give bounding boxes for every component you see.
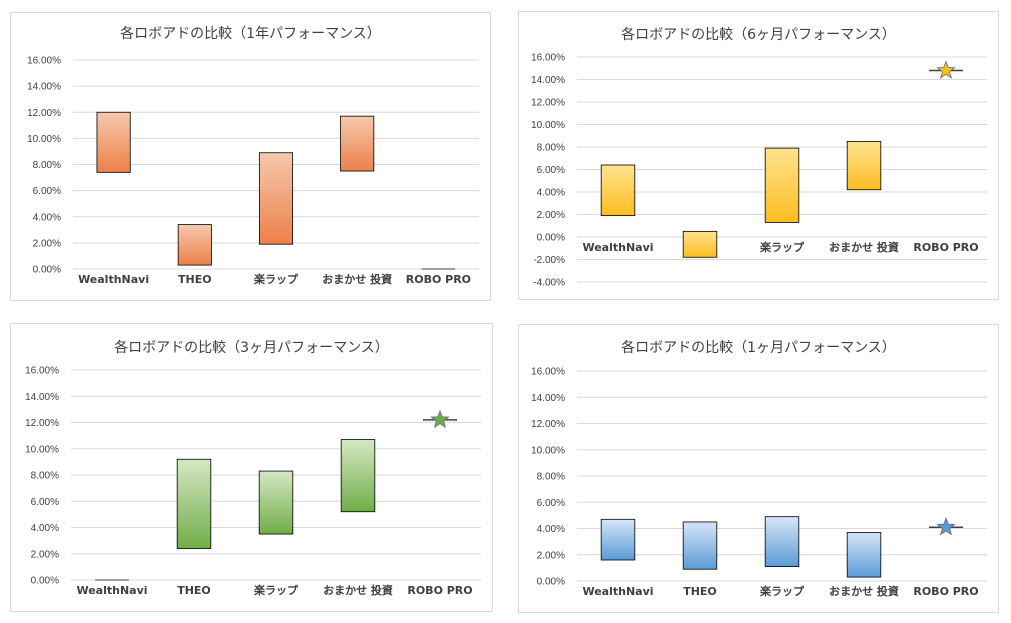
chart-panel-1-year: 各ロボアドの比較（1年パフォーマンス） 0.00% 2.00% 4.00% 6.00% 8… [10, 12, 491, 301]
category-label: おまかせ 投資 [323, 583, 393, 597]
y-tick-label: 12.00% [531, 419, 565, 430]
chart-svg: 各ロボアドの比較（6ヶ月パフォーマンス） -4.00% -2.00% 0.00% 2.0… [531, 27, 987, 289]
star-marker [936, 517, 956, 536]
y-tick-label: 14.00% [25, 392, 59, 403]
category-label: 楽ラップ [759, 584, 805, 598]
y-tick-label: 2.00% [33, 238, 61, 249]
category-label: 楽ラップ [759, 240, 805, 254]
y-tick-label: 4.00% [537, 524, 565, 535]
category-label: ROBO PRO [407, 584, 472, 597]
range-bar [764, 147, 800, 223]
y-tick-label: 16.00% [531, 367, 565, 378]
chart-svg: 各ロボアドの比較（1ヶ月パフォーマンス） 0.00% 2.00% 4.00% 6.00%… [531, 340, 987, 598]
y-tick-label: 16.00% [531, 53, 565, 64]
category-label: WealthNavi [78, 273, 149, 286]
chart-title: 各ロボアドの比較（1年パフォーマンス） [120, 26, 381, 42]
range-bar [682, 521, 718, 570]
chart-title: 各ロボアドの比較（3ヶ月パフォーマンス） [114, 340, 389, 356]
range-bar [764, 516, 800, 567]
y-tick-label: 10.00% [531, 445, 565, 456]
chart-title: 各ロボアドの比較（1ヶ月パフォーマンス） [621, 340, 896, 356]
category-label: THEO [177, 584, 211, 597]
y-tick-label: 0.00% [537, 233, 565, 244]
range-bar [340, 115, 375, 172]
y-tick-label: -2.00% [533, 255, 565, 266]
category-label: WealthNavi [582, 585, 653, 598]
chart-title: 各ロボアドの比較（6ヶ月パフォーマンス） [621, 27, 896, 43]
y-tick-label: 6.00% [33, 186, 61, 197]
category-label: WealthNavi [582, 241, 653, 254]
y-tick-label: 16.00% [25, 366, 59, 377]
chart-svg: 各ロボアドの比較（1年パフォーマンス） 0.00% 2.00% 4.00% 6.00% 8… [27, 26, 479, 286]
y-tick-label: -4.00% [533, 278, 565, 289]
y-tick-label: 8.00% [33, 160, 61, 171]
chart-svg: 各ロボアドの比較（3ヶ月パフォーマンス） 0.00% 2.00% 4.00% 6.00%… [25, 340, 481, 597]
range-bar [846, 532, 882, 578]
y-tick-label: 2.00% [537, 550, 565, 561]
category-label: THEO [178, 273, 212, 286]
y-tick-label: 8.00% [537, 143, 565, 154]
y-tick-label: 16.00% [27, 56, 61, 67]
category-label: おまかせ 投資 [829, 584, 899, 598]
range-bar [258, 152, 294, 245]
y-tick-label: 12.00% [531, 98, 565, 109]
range-bar [846, 140, 882, 191]
y-tick-label: 14.00% [531, 393, 565, 404]
y-tick-label: 8.00% [537, 472, 565, 483]
y-tick-label: 12.00% [25, 418, 59, 429]
y-tick-label: 8.00% [31, 471, 59, 482]
y-tick-label: 4.00% [537, 188, 565, 199]
y-tick-label: 2.00% [31, 549, 59, 560]
category-label: ROBO PRO [913, 241, 978, 254]
range-bar [600, 164, 636, 217]
y-tick-label: 6.00% [537, 498, 565, 509]
category-label: ROBO PRO [913, 585, 978, 598]
y-tick-label: 4.00% [33, 212, 61, 223]
range-bar [340, 439, 376, 513]
y-tick-label: 0.00% [31, 576, 59, 587]
y-tick-label: 6.00% [31, 497, 59, 508]
star-marker [936, 60, 956, 79]
range-bar [600, 518, 636, 561]
range-bar [176, 458, 212, 549]
range-bar [177, 224, 212, 266]
y-tick-label: 14.00% [27, 82, 61, 93]
star-marker [430, 409, 450, 429]
y-tick-label: 12.00% [27, 108, 61, 119]
category-label: おまかせ 投資 [322, 272, 392, 286]
y-tick-label: 14.00% [531, 75, 565, 86]
y-tick-label: 4.00% [31, 523, 59, 534]
category-label: おまかせ 投資 [829, 240, 899, 254]
category-label: WealthNavi [76, 584, 147, 597]
y-tick-label: 0.00% [537, 577, 565, 588]
y-tick-label: 10.00% [531, 120, 565, 131]
category-label: ROBO PRO [406, 273, 471, 286]
category-label: 楽ラップ [253, 272, 299, 286]
category-label: 楽ラップ [253, 583, 299, 597]
y-tick-label: 2.00% [537, 210, 565, 221]
y-tick-label: 10.00% [27, 134, 61, 145]
range-bar [96, 111, 131, 173]
y-tick-label: 0.00% [33, 265, 61, 276]
chart-panel-1-month: 各ロボアドの比較（1ヶ月パフォーマンス） 0.00% 2.00% 4.00% 6.00%… [518, 324, 999, 613]
y-tick-label: 10.00% [25, 444, 59, 455]
category-label: THEO [683, 585, 717, 598]
range-bar [682, 230, 718, 258]
y-tick-label: 6.00% [537, 165, 565, 176]
chart-panel-6-months: 各ロボアドの比較（6ヶ月パフォーマンス） -4.00% -2.00% 0.00% 2.0… [518, 11, 999, 300]
chart-panel-3-months: 各ロボアドの比較（3ヶ月パフォーマンス） 0.00% 2.00% 4.00% 6.00%… [10, 323, 493, 612]
range-bar [258, 470, 294, 535]
